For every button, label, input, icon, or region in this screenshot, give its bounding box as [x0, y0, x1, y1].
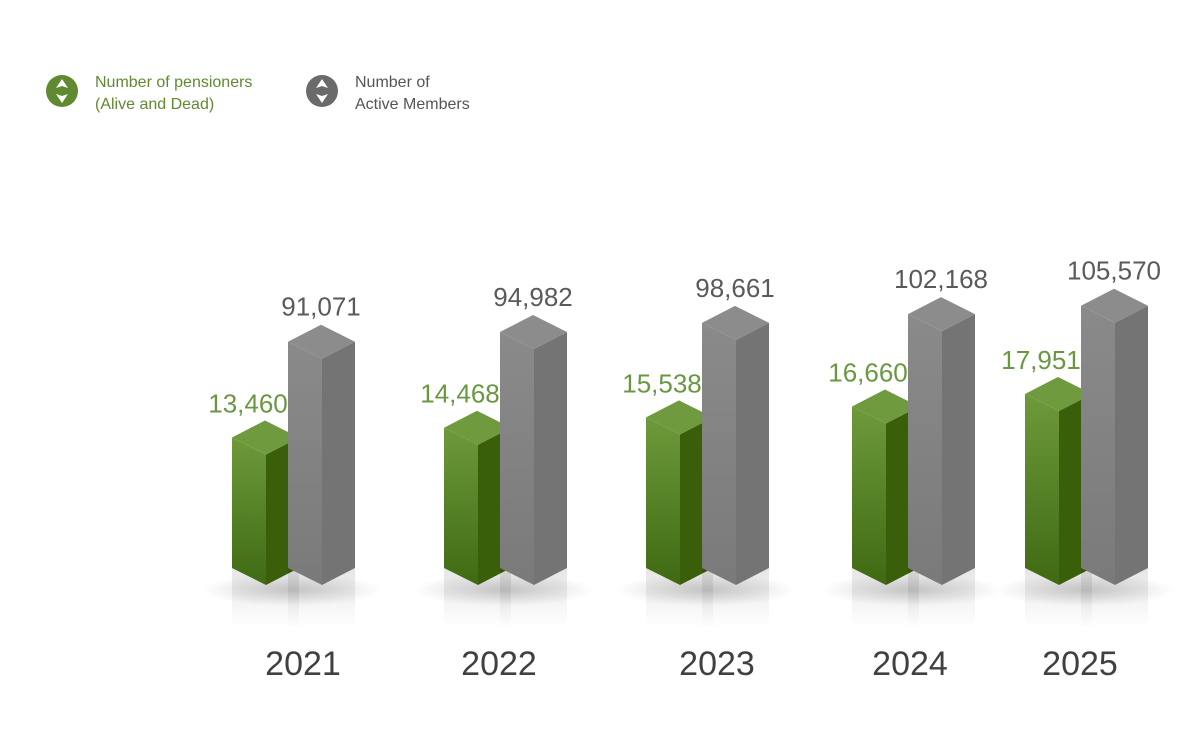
value-label-members-2022: 94,982 [493, 282, 573, 312]
value-label-pensioners-2024: 16,660 [828, 357, 908, 387]
bar-pensioners-2021-reflection [232, 568, 299, 628]
bar-members-2021-side [322, 341, 355, 585]
bar-members-2023 [702, 305, 769, 628]
bar-members-2022-top [500, 315, 567, 350]
bar-members-2021-top [288, 324, 355, 359]
legend-label-pensioners: Number of pensioners (Alive and Dead) [95, 74, 253, 113]
bar-members-2025-front [1081, 305, 1115, 585]
legend-label-members: Number of Active Members [355, 74, 470, 113]
bar-members-2023-top [702, 305, 769, 340]
bar-members-2022-front [500, 332, 534, 585]
legend-item-members: Number of Active Members [305, 72, 470, 116]
bar-pensioners-2024-front [852, 406, 886, 585]
bar-pensioners-2022-top [444, 410, 511, 445]
bar-members-2025-side [1115, 305, 1148, 585]
bar-pensioners-2023-reflection [646, 568, 713, 628]
bar-members-2024-front [908, 314, 942, 585]
bar-members-2023-side [736, 322, 769, 585]
bar-members-2025 [1081, 288, 1148, 628]
bar-members-2021 [288, 324, 355, 628]
bar-pensioners-2025-front [1025, 393, 1059, 585]
value-label-pensioners-2021: 13,460 [208, 388, 288, 418]
year-label-2024: 2024 [872, 645, 948, 683]
bar-members-2022-reflection [500, 568, 567, 628]
bar-members-2024-reflection [908, 568, 975, 628]
value-label-members-2021: 91,071 [281, 292, 361, 322]
year-label-2023: 2023 [679, 645, 755, 683]
bar-members-2024-top [908, 297, 975, 332]
bar-pensioners-2021-front [232, 437, 266, 585]
year-label-2021: 2021 [265, 645, 341, 683]
bar-pensioners-2023-front [646, 417, 680, 585]
bar-pensioners-2022-front [444, 427, 478, 585]
legend-item-pensioners: Number of pensioners (Alive and Dead) [45, 72, 252, 116]
bar-members-2025-top [1081, 288, 1148, 323]
green-diamond-badge-icon [46, 75, 78, 107]
bar-pensioners-2022-reflection [444, 568, 511, 628]
bar-pensioners-2023-top [646, 400, 713, 435]
bar-members-2023-reflection [702, 568, 769, 628]
value-label-members-2023: 98,661 [695, 273, 775, 303]
bar-pensioners-2025-top [1025, 376, 1092, 411]
bar-members-2022-side [534, 332, 567, 585]
bar-members-2021-reflection [288, 568, 355, 628]
value-label-members-2025: 105,570 [1067, 256, 1161, 286]
bar-pensioners-2024-reflection [852, 568, 919, 628]
gray-diamond-badge-icon [306, 75, 338, 107]
bar-members-2024 [908, 297, 975, 628]
bar-pensioners-2021-top [232, 420, 299, 455]
year-label-2022: 2022 [461, 645, 537, 683]
value-label-pensioners-2025: 17,951 [1001, 345, 1081, 375]
bar-members-2023-front [702, 322, 736, 585]
bar-members-2025-reflection [1081, 568, 1148, 628]
value-label-members-2024: 102,168 [894, 264, 988, 294]
value-label-pensioners-2023: 15,538 [622, 368, 702, 398]
value-label-pensioners-2022: 14,468 [420, 379, 500, 409]
bar-members-2022 [500, 315, 567, 628]
bar-pensioners-2025-reflection [1025, 568, 1092, 628]
year-label-2025: 2025 [1042, 645, 1118, 683]
bar-pensioners-2024-top [852, 389, 919, 424]
bar-members-2021-front [288, 341, 322, 585]
bar-members-2024-side [942, 314, 975, 585]
